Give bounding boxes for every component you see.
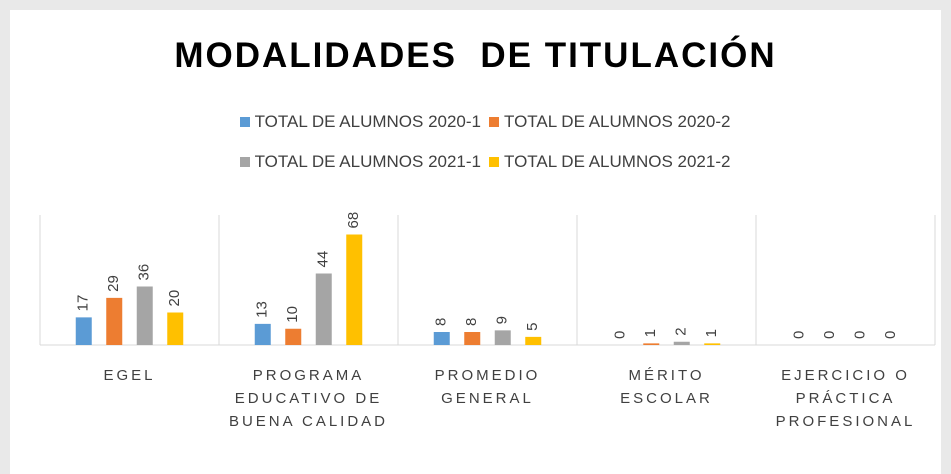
legend-swatch <box>489 157 499 167</box>
bar <box>315 273 332 345</box>
legend-swatch <box>239 117 250 127</box>
data-label: 29 <box>105 275 122 292</box>
x-tick-label: EJERCICIO O PRÁCTICA PROFESIONAL <box>775 367 916 430</box>
data-label: 17 <box>75 295 92 312</box>
x-tick-label: MÉRITO ESCOLAR <box>620 367 713 407</box>
bar <box>494 330 511 345</box>
bar <box>433 332 450 345</box>
legend-item: TOTAL DE ALUMNOS 2020-1 <box>239 112 481 132</box>
chart-panel <box>10 10 941 474</box>
bar <box>673 341 690 345</box>
bar <box>254 323 271 345</box>
data-label: 20 <box>166 290 183 307</box>
bar <box>167 312 184 345</box>
chart-title: MODALIDADES DE TITULACIÓN <box>174 36 777 75</box>
bar <box>346 234 363 345</box>
data-label: 1 <box>642 329 659 337</box>
legend-label: TOTAL DE ALUMNOS 2020-1 <box>254 112 481 131</box>
bar <box>285 328 302 345</box>
data-label: 0 <box>882 331 899 339</box>
bar <box>106 297 123 345</box>
bar <box>464 332 481 345</box>
data-label: 0 <box>852 331 869 339</box>
legend-label: TOTAL DE ALUMNOS 2020-2 <box>504 112 731 131</box>
legend-item: TOTAL DE ALUMNOS 2021-2 <box>489 152 730 172</box>
legend: TOTAL DE ALUMNOS 2020-1 TOTAL DE ALUMNOS … <box>175 112 795 172</box>
data-label: 0 <box>612 331 629 339</box>
data-label: 10 <box>284 306 301 323</box>
legend-label: TOTAL DE ALUMNOS 2021-2 <box>504 152 731 171</box>
bar <box>136 286 153 345</box>
data-label: 0 <box>791 331 808 339</box>
legend-swatch <box>489 117 499 127</box>
bar <box>643 343 660 345</box>
bar <box>75 317 92 345</box>
data-label: 8 <box>463 318 480 326</box>
legend-swatch <box>239 157 250 167</box>
data-label: 5 <box>524 323 541 331</box>
bar <box>704 343 721 345</box>
x-tick-label: PROGRAMA EDUCATIVO DE BUENA CALIDAD <box>228 367 389 430</box>
legend-label: TOTAL DE ALUMNOS 2021-1 <box>254 152 481 171</box>
data-label: 0 <box>821 331 838 339</box>
data-label: 68 <box>345 212 362 229</box>
data-label: 1 <box>703 329 720 337</box>
x-tick-label: PROMEDIO GENERAL <box>434 367 541 407</box>
data-label: 44 <box>315 251 332 268</box>
legend-item: TOTAL DE ALUMNOS 2020-2 <box>489 112 730 132</box>
x-tick-label: EGEL <box>103 367 156 384</box>
data-label: 8 <box>433 318 450 326</box>
bar <box>525 336 542 345</box>
data-label: 36 <box>136 264 153 281</box>
data-label: 9 <box>494 316 511 324</box>
legend-item: TOTAL DE ALUMNOS 2021-1 <box>239 152 481 172</box>
data-label: 13 <box>254 301 271 318</box>
data-label: 2 <box>673 327 690 335</box>
